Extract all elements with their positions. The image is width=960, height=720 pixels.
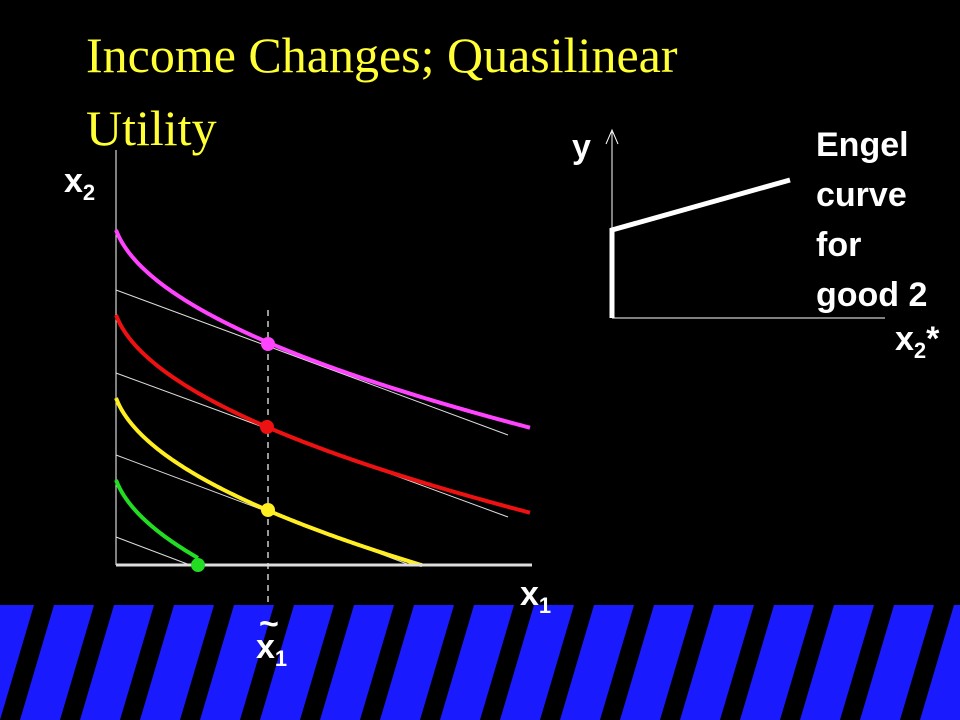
budget-line bbox=[115, 536, 191, 566]
label-text: x bbox=[64, 162, 83, 200]
label-text: x bbox=[520, 575, 539, 613]
engel-curve bbox=[609, 177, 791, 318]
annotation-line: good 2 bbox=[816, 276, 927, 314]
title-line: Utility bbox=[86, 100, 217, 156]
x-axis-label: x2* bbox=[895, 320, 940, 363]
indifference-curve bbox=[114, 314, 531, 515]
label-suffix: * bbox=[926, 320, 940, 358]
stripe-band bbox=[0, 605, 960, 720]
label-subscript: 1 bbox=[275, 646, 287, 671]
optimum-point bbox=[261, 337, 275, 351]
x-axis-label: x1 bbox=[520, 575, 551, 618]
axis-arrow bbox=[605, 128, 619, 145]
label-subscript: 1 bbox=[539, 593, 551, 618]
label-subscript: 2 bbox=[83, 180, 95, 205]
indifference-curve bbox=[114, 229, 531, 430]
marker-label: x1 bbox=[256, 628, 287, 671]
indifference-diagram bbox=[114, 150, 531, 605]
annotation-line: curve bbox=[816, 176, 907, 214]
title-line: Income Changes; Quasilinear bbox=[86, 27, 678, 83]
annotation-line: for bbox=[816, 226, 861, 264]
indifference-curve bbox=[114, 479, 200, 560]
marker-accent: ~ bbox=[259, 605, 279, 643]
budget-line bbox=[115, 289, 509, 436]
label-text: x bbox=[895, 320, 914, 358]
optimum-point bbox=[191, 558, 205, 572]
annotation-line: Engel bbox=[816, 126, 909, 164]
y-axis-label: x2 bbox=[64, 162, 95, 205]
y-axis-label: y bbox=[572, 128, 591, 166]
label-text: x bbox=[256, 628, 275, 666]
label-subscript: 2 bbox=[914, 338, 926, 363]
optimum-point bbox=[260, 420, 274, 434]
optimum-point bbox=[261, 503, 275, 517]
